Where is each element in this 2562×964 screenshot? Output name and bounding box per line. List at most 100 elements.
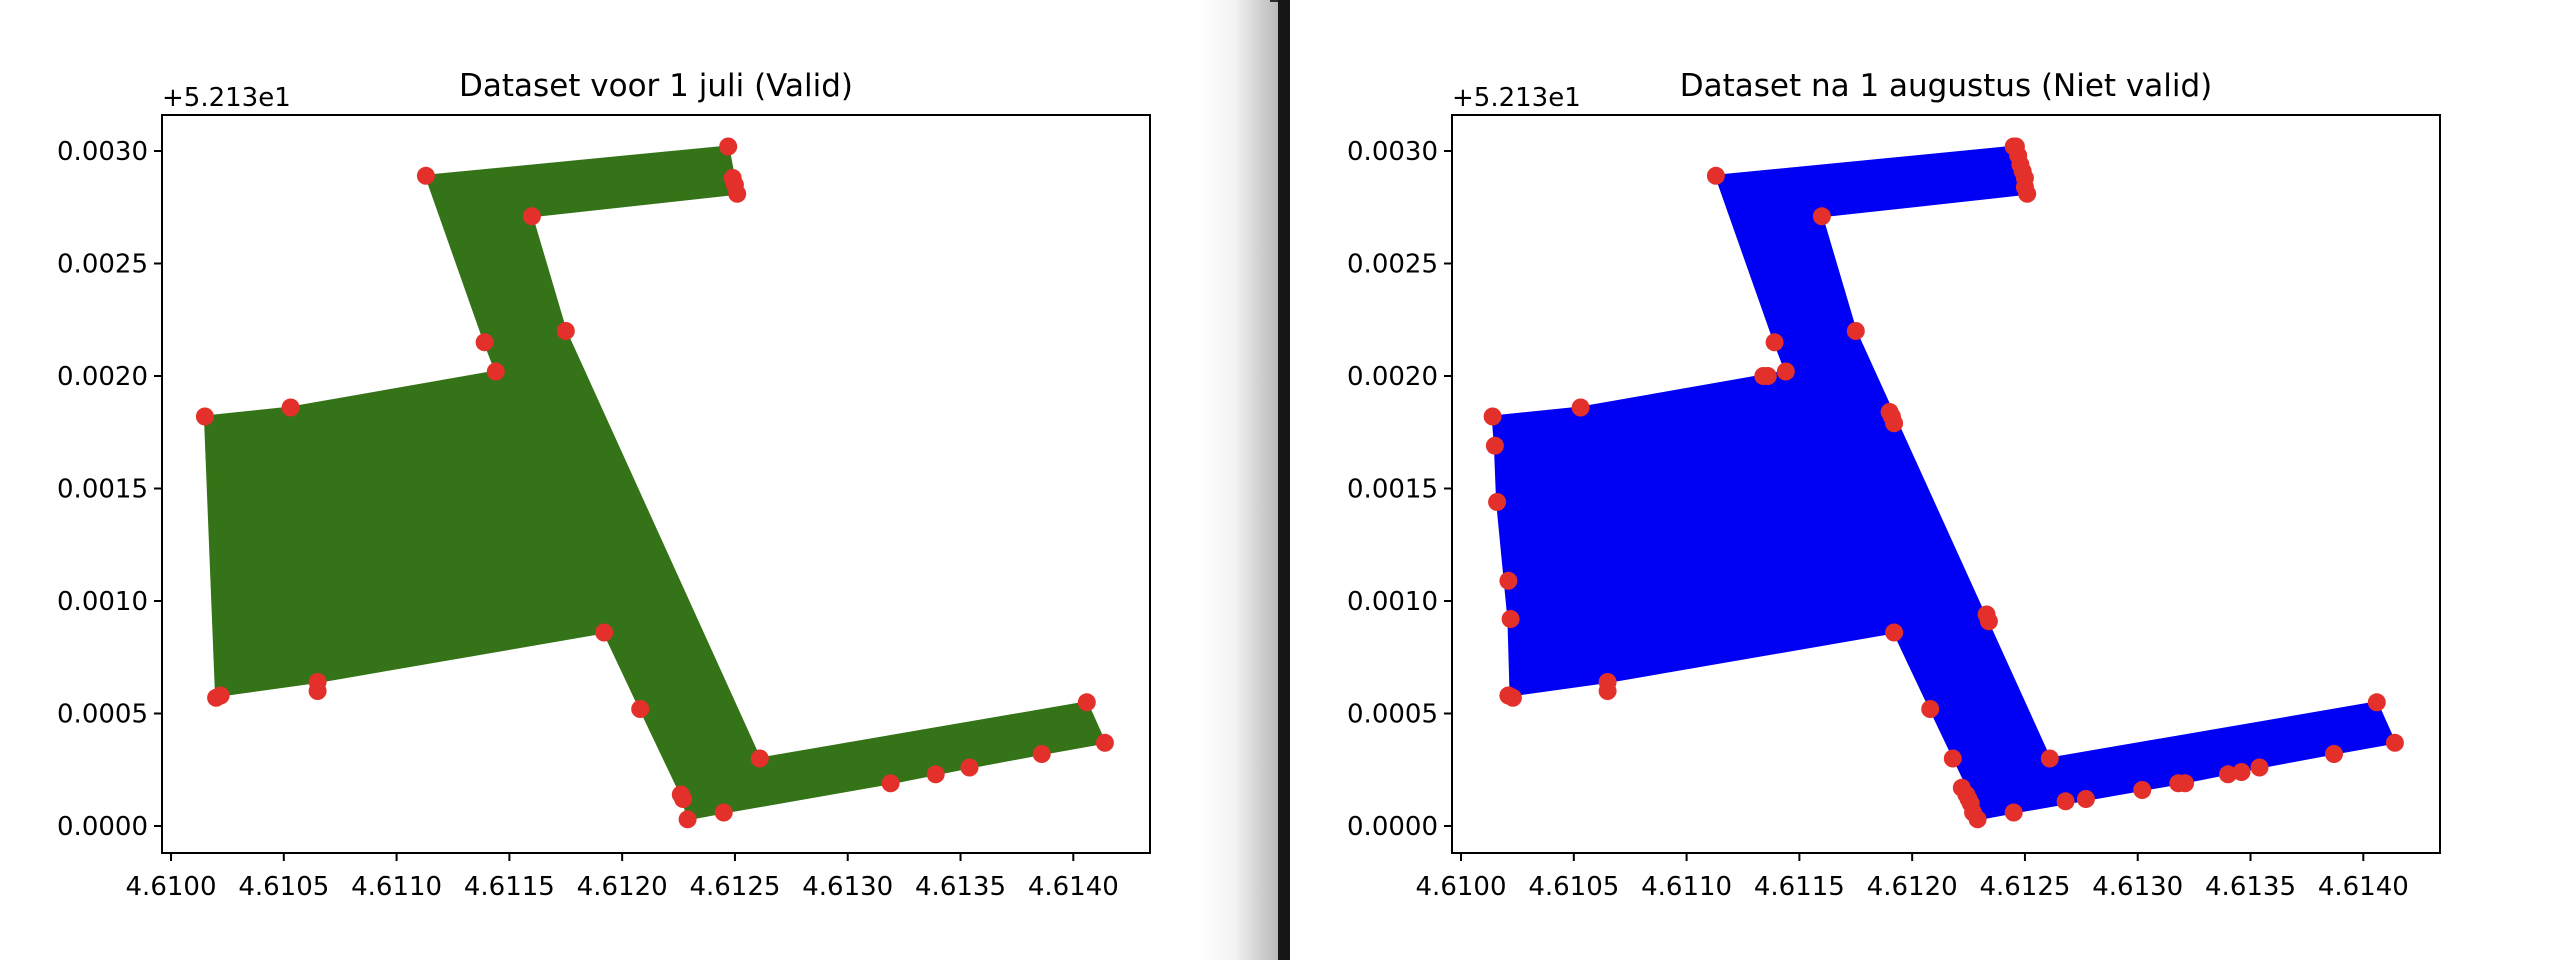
right-x-tick-label: 4.6110 [1641,872,1732,902]
right-data-point [1501,610,1520,628]
right-data-point [2056,792,2075,811]
right-data-point [1968,810,1987,829]
right-data-point [1776,362,1795,381]
right-data-point [1598,682,1617,700]
right-x-tick-label: 4.6115 [1754,872,1845,902]
right-data-point [2367,693,2386,712]
right-data-point [1921,700,1940,718]
left-data-point [486,362,505,381]
left-y-tick-label: 0.0030 [57,137,148,167]
right-axes-frame [1451,114,2441,854]
right-y-tick-label: 0.0030 [1347,137,1438,167]
right-data-point [1885,414,1904,433]
left-chart-title: Dataset voor 1 juli (Valid) [459,68,853,104]
right-x-tick-label: 4.6120 [1867,872,1958,902]
right-data-point [1979,612,1998,631]
right-data-point [2076,790,2095,808]
left-y-tick-label: 0.0020 [57,362,148,392]
right-data-point [2018,184,2037,203]
right-data-point [1846,322,1865,340]
left-x-tick-label: 4.6105 [238,872,329,902]
right-x-tick-label: 4.6105 [1528,872,1619,902]
right-plot-panel: Dataset na 1 augustus (Niet valid) +5.21… [1290,0,2562,960]
left-x-tick-label: 4.6120 [577,872,668,902]
right-data-point [1812,207,1831,226]
left-polygon-fill [203,145,1107,821]
right-data-point [1765,333,1784,352]
left-data-point [1032,745,1051,763]
right-data-point [1754,367,1773,385]
left-data-point [714,803,733,822]
left-data-point [728,184,747,203]
right-data-point [1943,749,1962,768]
left-data-point [1077,693,1096,712]
left-x-tick-label: 4.6130 [802,872,893,902]
left-data-point [631,700,650,718]
left-data-point [475,333,494,352]
right-data-point [1706,166,1725,185]
left-x-tick-label: 4.6110 [351,872,442,902]
right-data-point [2176,774,2195,793]
right-x-tick-label: 4.6140 [2318,872,2409,902]
left-data-point [416,166,435,185]
right-x-tick-label: 4.6135 [2205,872,2296,902]
right-data-point [1885,623,1904,642]
right-chart: Dataset na 1 augustus (Niet valid) +5.21… [1347,68,2441,902]
right-data-point [2133,781,2152,799]
right-y-tick-label: 0.0010 [1347,587,1438,617]
right-x-tick-label: 4.6125 [1979,872,2070,902]
right-data-point [2250,758,2269,777]
right-y-tick-label: 0.0020 [1347,362,1438,392]
left-x-tick-label: 4.6135 [915,872,1006,902]
right-data-point [1488,493,1507,511]
left-y-tick-label: 0.0000 [57,812,148,842]
right-y-offset-label: +5.213e1 [1452,83,1581,113]
left-data-point [556,322,575,340]
right-data-point [1499,571,1518,590]
left-y-offset-label: +5.213e1 [162,83,291,113]
left-data-point [308,682,327,700]
left-data-point [595,623,614,642]
right-data-point [1483,407,1502,426]
right-data-point [2232,763,2251,781]
panel-shadow [1200,0,1278,960]
right-x-tick-label: 4.6130 [2092,872,2183,902]
left-data-point [881,774,900,793]
left-data-point [678,810,697,829]
left-data-point [671,785,690,804]
left-y-tick-label: 0.0005 [57,700,148,730]
right-data-point [2219,765,2237,784]
left-data-point [522,207,541,226]
right-y-tick-label: 0.0000 [1347,812,1438,842]
right-data-point [1503,688,1522,707]
left-y-tick-label: 0.0025 [57,250,148,280]
right-data-point [2325,745,2343,763]
right-y-tick-label: 0.0015 [1347,475,1438,505]
right-data-point [1571,398,1590,417]
left-y-tick-label: 0.0015 [57,475,148,505]
right-chart-title: Dataset na 1 augustus (Niet valid) [1680,68,2213,104]
left-data-point [719,137,738,156]
panel-divider[interactable] [1278,0,1290,960]
left-data-point [207,688,226,707]
right-data-point [2004,803,2023,822]
left-x-tick-label: 4.6100 [126,872,217,902]
left-x-tick-label: 4.6125 [689,872,780,902]
right-x-tick-label: 4.6100 [1416,872,1507,902]
right-data-point [2385,733,2404,752]
left-data-point [195,407,214,426]
left-data-point [281,398,300,417]
left-x-tick-label: 4.6140 [1028,872,1119,902]
left-data-point [1095,733,1114,752]
left-y-tick-label: 0.0010 [57,587,148,617]
right-y-tick-label: 0.0005 [1347,700,1438,730]
right-y-tick-label: 0.0025 [1347,250,1438,280]
left-data-point [960,758,979,777]
right-polygon-fill [1491,145,2397,821]
left-data-point [926,765,945,784]
left-chart: Dataset voor 1 juli (Valid) +5.213e1 4.6… [57,68,1151,902]
left-axes-frame [161,114,1151,854]
left-plot-panel: Dataset voor 1 juli (Valid) +5.213e1 4.6… [0,0,1270,960]
left-x-tick-label: 4.6115 [464,872,555,902]
right-data-point [1485,436,1504,455]
